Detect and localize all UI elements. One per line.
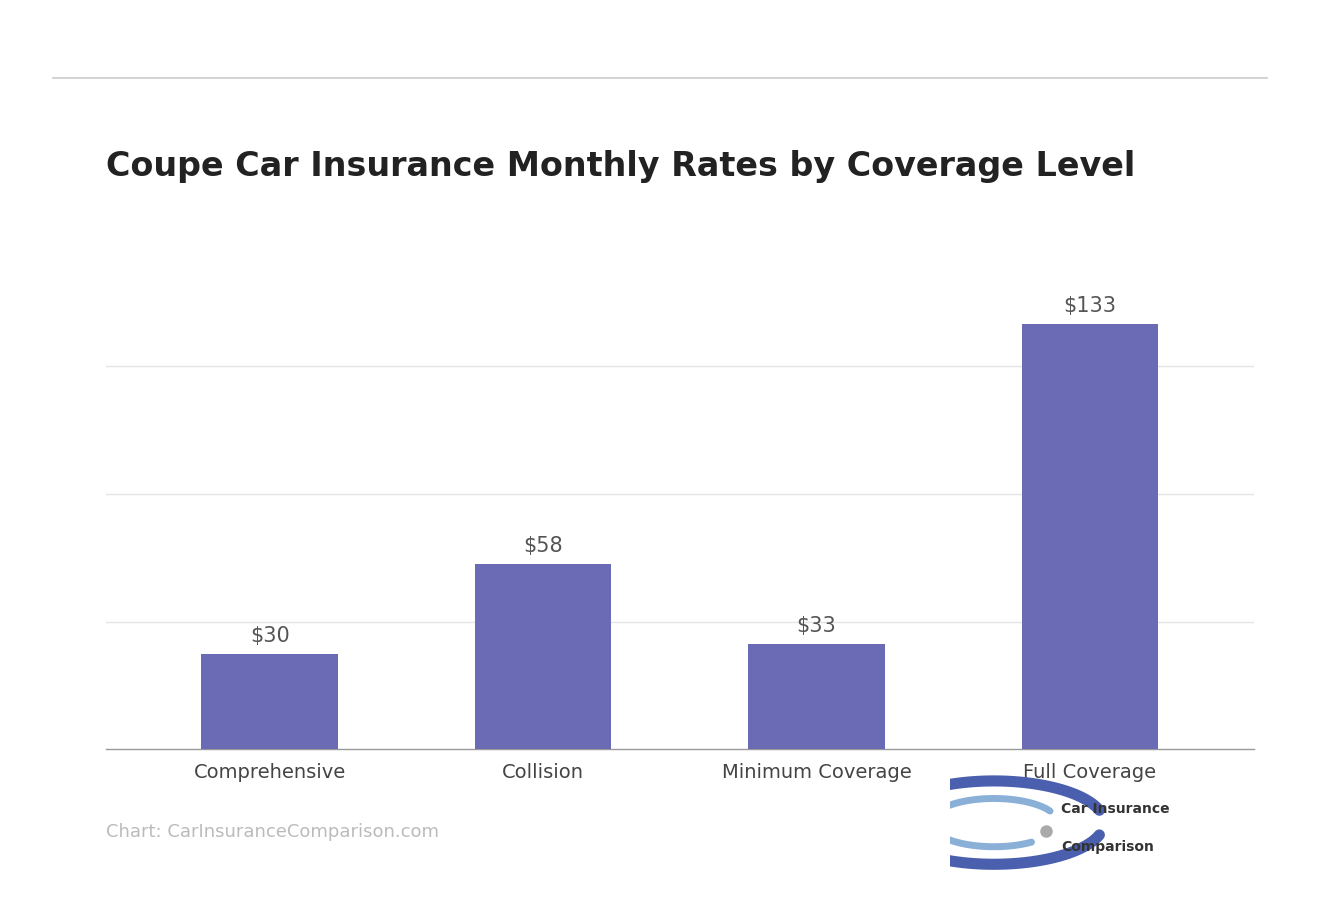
Text: $30: $30 [249, 625, 289, 645]
Text: $133: $133 [1064, 296, 1117, 316]
Text: Car Insurance: Car Insurance [1061, 802, 1170, 816]
Bar [1022, 324, 1159, 749]
Text: Comparison: Comparison [1061, 840, 1154, 854]
Bar [748, 643, 884, 749]
Text: $33: $33 [797, 616, 837, 636]
Text: $58: $58 [523, 536, 562, 556]
Text: Chart: CarInsuranceComparison.com: Chart: CarInsuranceComparison.com [106, 823, 438, 841]
Bar [201, 654, 338, 749]
Text: Coupe Car Insurance Monthly Rates by Coverage Level: Coupe Car Insurance Monthly Rates by Cov… [106, 150, 1135, 183]
Bar [475, 564, 611, 749]
